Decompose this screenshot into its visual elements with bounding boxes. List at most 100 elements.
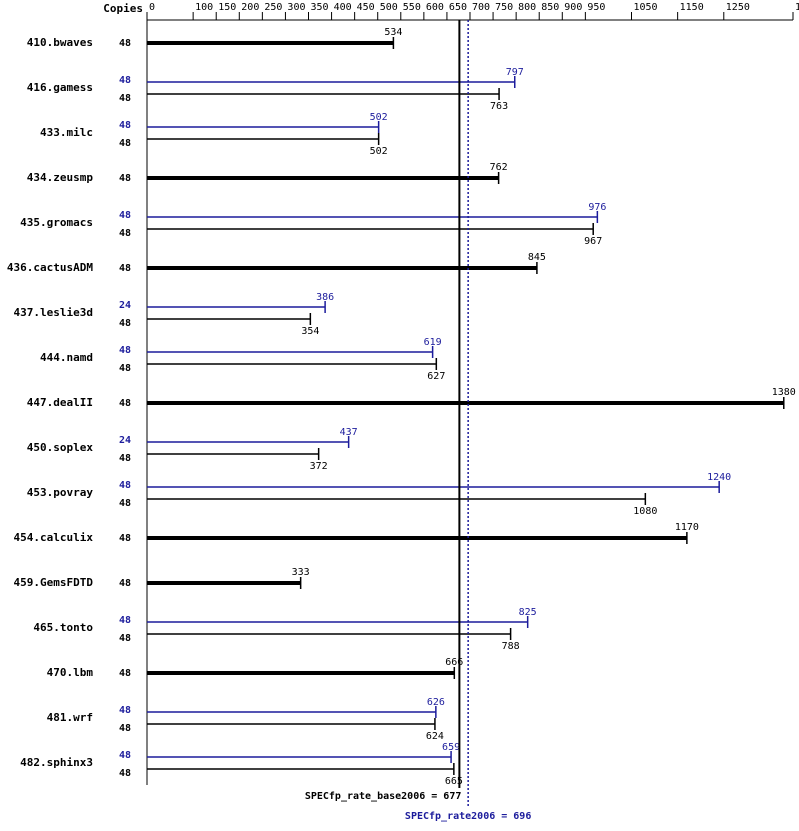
base-value-label: 845	[528, 252, 546, 263]
base-copies: 48	[119, 228, 131, 239]
peak-value-label: 1240	[707, 472, 731, 483]
x-tick-label: 750	[495, 2, 513, 13]
base-copies: 48	[119, 633, 131, 644]
base-copies: 48	[119, 398, 131, 409]
benchmark-name: 459.GemsFDTD	[14, 576, 94, 589]
peak-value-label: 825	[519, 607, 537, 618]
x-tick-label: 150	[218, 2, 236, 13]
x-tick-label: 350	[311, 2, 329, 13]
x-tick-label: 950	[587, 2, 605, 13]
base-value-label: 372	[310, 461, 328, 472]
x-tick-label: 1400	[795, 2, 799, 13]
base-copies: 48	[119, 533, 131, 544]
peak-copies: 48	[119, 75, 131, 86]
base-copies: 48	[119, 668, 131, 679]
base-value-label: 534	[384, 27, 402, 38]
base-copies: 48	[119, 138, 131, 149]
base-copies: 48	[119, 768, 131, 779]
peak-value-label: 619	[424, 337, 442, 348]
benchmark-name: 437.leslie3d	[14, 306, 93, 319]
benchmark-name: 450.soplex	[27, 441, 94, 454]
peak-value-label: 797	[506, 67, 524, 78]
x-tick-label: 100	[195, 2, 213, 13]
benchmark-name: 453.povray	[27, 486, 94, 499]
base-value-label: 665	[445, 776, 463, 787]
peak-copies: 48	[119, 750, 131, 761]
base-value-label: 763	[490, 101, 508, 112]
benchmark-name: 434.zeusmp	[27, 171, 94, 184]
base-copies: 48	[119, 173, 131, 184]
base-value-label: 1170	[675, 522, 699, 533]
copies-header: Copies	[103, 2, 143, 15]
x-tick-label: 800	[518, 2, 536, 13]
base-value-label: 354	[301, 326, 319, 337]
base-copies: 48	[119, 263, 131, 274]
peak-copies: 48	[119, 210, 131, 221]
x-tick-label: 1050	[634, 2, 658, 13]
peak-value-label: 626	[427, 697, 445, 708]
x-tick-label: 850	[541, 2, 559, 13]
peak-copies: 48	[119, 705, 131, 716]
x-tick-label: 700	[472, 2, 490, 13]
x-tick-label: 900	[564, 2, 582, 13]
x-tick-label: 300	[287, 2, 305, 13]
base-copies: 48	[119, 363, 131, 374]
base-value-label: 762	[490, 162, 508, 173]
benchmark-name: 470.lbm	[47, 666, 94, 679]
x-tick-label: 400	[334, 2, 352, 13]
peak-copies: 48	[119, 120, 131, 131]
x-tick-label: 1250	[726, 2, 750, 13]
benchmark-name: 465.tonto	[33, 621, 93, 634]
x-tick-label: 250	[264, 2, 282, 13]
base-value-label: 627	[427, 371, 445, 382]
x-tick-label: 1150	[680, 2, 704, 13]
base-value-label: 1380	[772, 387, 796, 398]
base-value-label: 967	[584, 236, 602, 247]
peak-copies: 48	[119, 480, 131, 491]
peak-value-label: 386	[316, 292, 334, 303]
benchmark-name: 481.wrf	[47, 711, 93, 724]
x-tick-label: 450	[357, 2, 375, 13]
benchmark-name: 433.milc	[40, 126, 93, 139]
reference-label: SPECfp_rate2006 = 696	[405, 811, 531, 822]
x-tick-label: 0	[149, 2, 155, 13]
benchmark-name: 410.bwaves	[27, 36, 93, 49]
peak-value-label: 502	[370, 112, 388, 123]
benchmark-name: 454.calculix	[14, 531, 94, 544]
peak-value-label: 976	[588, 202, 606, 213]
base-value-label: 502	[370, 146, 388, 157]
benchmark-name: 416.gamess	[27, 81, 93, 94]
x-tick-label: 200	[241, 2, 259, 13]
base-value-label: 1080	[633, 506, 657, 517]
peak-value-label: 437	[340, 427, 358, 438]
base-copies: 48	[119, 453, 131, 464]
base-copies: 48	[119, 723, 131, 734]
benchmark-name: 482.sphinx3	[20, 756, 93, 769]
peak-copies: 24	[119, 300, 131, 311]
peak-copies: 48	[119, 345, 131, 356]
x-tick-label: 550	[403, 2, 421, 13]
peak-copies: 48	[119, 615, 131, 626]
base-value-label: 624	[426, 731, 444, 742]
x-tick-label: 650	[449, 2, 467, 13]
x-tick-label: 600	[426, 2, 444, 13]
x-tick-label: 500	[380, 2, 398, 13]
benchmark-name: 435.gromacs	[20, 216, 93, 229]
base-value-label: 333	[292, 567, 310, 578]
base-copies: 48	[119, 498, 131, 509]
base-copies: 48	[119, 38, 131, 49]
peak-copies: 24	[119, 435, 131, 446]
benchmark-name: 444.namd	[40, 351, 93, 364]
benchmark-name: 447.dealII	[27, 396, 93, 409]
peak-value-label: 659	[442, 742, 460, 753]
base-value-label: 788	[502, 641, 520, 652]
base-value-label: 666	[445, 657, 463, 668]
benchmark-name: 436.cactusADM	[7, 261, 93, 274]
base-copies: 48	[119, 578, 131, 589]
base-copies: 48	[119, 93, 131, 104]
reference-label: SPECfp_rate_base2006 = 677	[305, 791, 462, 802]
base-copies: 48	[119, 318, 131, 329]
